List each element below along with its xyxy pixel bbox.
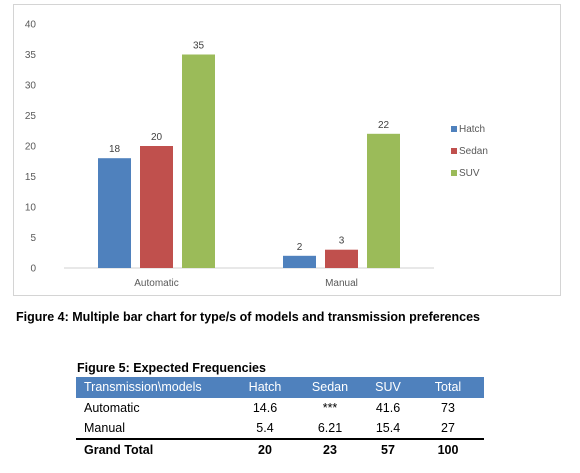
table-cell: 15.4 bbox=[375, 421, 401, 435]
data-label: 35 bbox=[193, 41, 205, 52]
y-tick-label: 35 bbox=[25, 50, 37, 61]
header-transmission-models: Transmission\models bbox=[76, 377, 234, 398]
y-tick-label: 30 bbox=[25, 81, 37, 92]
legend-label-hatch: Hatch bbox=[459, 124, 485, 135]
y-tick-label: 10 bbox=[25, 203, 37, 214]
header-sedan: Sedan bbox=[296, 377, 364, 398]
bar-sedan-manual bbox=[325, 249, 358, 268]
table-header-row: Transmission\models Hatch Sedan SUV Tota… bbox=[76, 377, 484, 398]
y-tick-label: 5 bbox=[30, 233, 36, 244]
bar-suv-manual bbox=[367, 133, 400, 268]
table-cell: 73 bbox=[412, 397, 484, 418]
data-label: 3 bbox=[339, 236, 345, 247]
table-cell: Manual bbox=[84, 421, 125, 435]
header-suv: SUV bbox=[364, 377, 412, 398]
y-tick-label: 15 bbox=[25, 172, 37, 183]
legend-swatch-suv bbox=[451, 170, 457, 176]
category-label: Automatic bbox=[134, 278, 178, 289]
y-tick-label: 20 bbox=[25, 142, 37, 153]
legend-swatch-sedan bbox=[451, 148, 457, 154]
category-label: Manual bbox=[325, 278, 358, 289]
data-label: 20 bbox=[151, 132, 163, 143]
legend-swatch-hatch bbox=[451, 126, 457, 132]
bar-hatch-automatic bbox=[98, 158, 131, 268]
data-label: 22 bbox=[378, 120, 390, 131]
legend-label-suv: SUV bbox=[459, 168, 480, 179]
y-tick-label: 0 bbox=[30, 264, 36, 275]
table-cell: Grand Total bbox=[76, 438, 234, 460]
table-row-grand-total: Grand Total 20 23 57 100 bbox=[76, 438, 484, 460]
bar-hatch-manual bbox=[283, 255, 316, 268]
table-cell: 23 bbox=[296, 438, 364, 460]
table-cell: 41.6 bbox=[364, 397, 412, 418]
expected-frequencies-table: Transmission\models Hatch Sedan SUV Tota… bbox=[76, 377, 484, 460]
bar-sedan-automatic bbox=[140, 146, 173, 268]
header-total: Total bbox=[412, 377, 484, 398]
legend-label-sedan: Sedan bbox=[459, 146, 488, 157]
table-cell: *** bbox=[296, 397, 364, 418]
figure-4-caption: Figure 4: Multiple bar chart for type/s … bbox=[16, 310, 480, 324]
data-label: 2 bbox=[297, 242, 303, 253]
table-cell: Automatic bbox=[76, 397, 234, 418]
bar-chart: 0 5 10 15 20 25 30 35 40 18 20 35 Automatic 2 3 22 Manua… bbox=[25, 20, 488, 290]
table-cell: 5.4 bbox=[256, 421, 274, 435]
header-hatch: Hatch bbox=[234, 377, 296, 398]
table-cell: 14.6 bbox=[234, 397, 296, 418]
chart-frame: 0 5 10 15 20 25 30 35 40 18 20 35 Automatic 2 3 22 Manua… bbox=[13, 4, 561, 296]
table-cell: 27 bbox=[441, 421, 455, 435]
table-cell: 20 bbox=[234, 438, 296, 460]
y-tick-label: 40 bbox=[25, 20, 37, 31]
table-cell: 57 bbox=[364, 438, 412, 460]
bar-suv-automatic bbox=[182, 54, 215, 268]
table-row-manual: Manual 5.4 6.21 15.4 27 bbox=[76, 418, 484, 439]
table-cell: 100 bbox=[412, 438, 484, 460]
table-row-automatic: Automatic 14.6 *** 41.6 73 bbox=[76, 397, 484, 418]
y-tick-label: 25 bbox=[25, 111, 37, 122]
data-label: 18 bbox=[109, 144, 121, 155]
figure-5-title: Figure 5: Expected Frequencies bbox=[77, 361, 266, 375]
table-cell: 6.21 bbox=[317, 421, 343, 435]
